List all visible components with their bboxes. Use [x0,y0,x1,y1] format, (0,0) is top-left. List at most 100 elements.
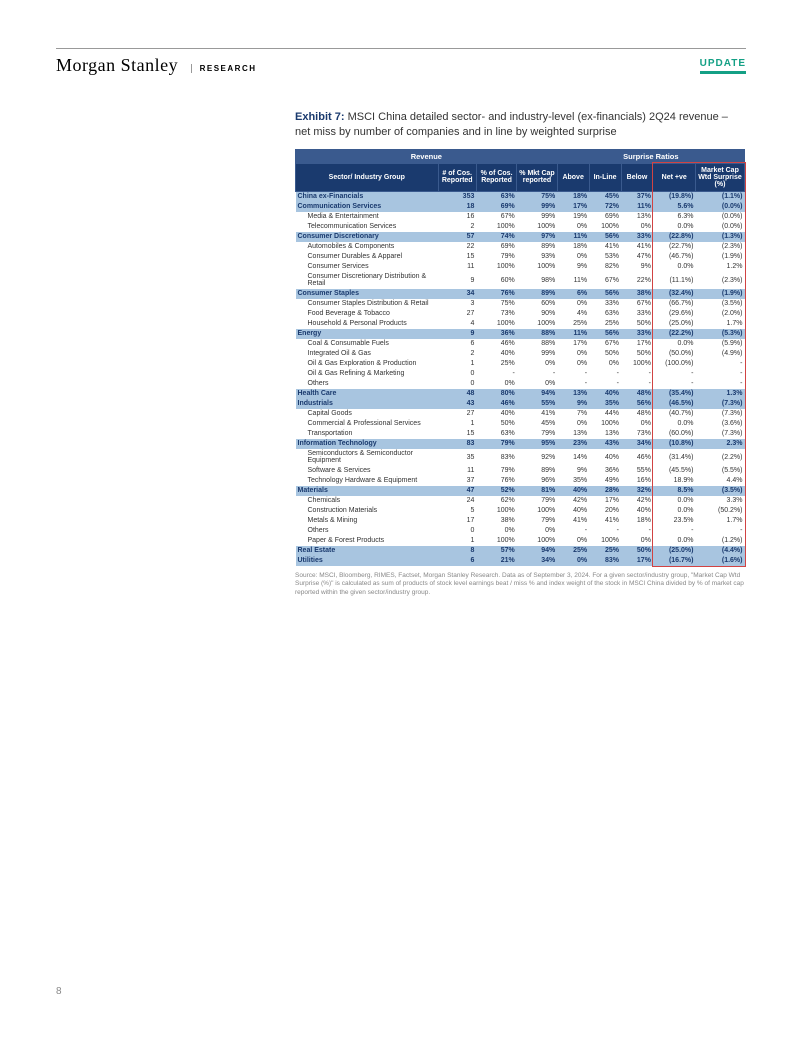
cell: 41% [517,409,557,419]
content-area: Exhibit 7: MSCI China detailed sector- a… [295,110,745,597]
cell: 33% [621,329,653,339]
table-row: Real Estate857%94%25%25%50%(25.0%)(4.4%) [296,546,745,556]
cell: - [695,359,744,369]
cell: (50.2%) [695,506,744,516]
cell: 40% [589,389,621,399]
cell: 0% [517,379,557,389]
cell: 17% [557,339,589,349]
revenue-group-header: Revenue [296,149,558,163]
table-row: Commercial & Professional Services150%45… [296,419,745,429]
logo-block: Morgan Stanley RESEARCH [56,55,257,76]
cell: 0.0% [653,506,696,516]
th-sector: Sector/ Industry Group [296,163,439,191]
cell: 14% [557,449,589,466]
cell: 0.0% [653,262,696,272]
cell: 36% [589,466,621,476]
surprise-group-header: Surprise Ratios [557,149,744,163]
cell: 40% [476,409,516,419]
cell: 69% [476,242,516,252]
cell: 37% [621,191,653,202]
th-cos-rep: # of Cos. Reported [438,163,476,191]
cell: (46.5%) [653,399,696,409]
cell: 1 [438,419,476,429]
cell: 50% [621,319,653,329]
cell: (22.7%) [653,242,696,252]
cell: 100% [517,536,557,546]
research-label: RESEARCH [191,64,257,73]
cell: 33% [621,309,653,319]
cell: 40% [621,506,653,516]
cell: 50% [476,419,516,429]
cell: 60% [517,299,557,309]
cell: 0% [557,536,589,546]
cell: 62% [476,496,516,506]
cell: 38% [621,289,653,299]
cell: 100% [589,222,621,232]
cell: 82% [589,262,621,272]
cell: 0% [589,359,621,369]
cell: (4.9%) [695,349,744,359]
cell: 56% [621,399,653,409]
table-row: Consumer Discretionary5774%97%11%56%33%(… [296,232,745,242]
table-row: Automobiles & Components2269%89%18%41%41… [296,242,745,252]
cell: 89% [517,466,557,476]
cell: 67% [589,339,621,349]
cell: 100% [589,419,621,429]
cell: - [476,369,516,379]
cell: 40% [476,349,516,359]
cell: (2.0%) [695,309,744,319]
cell: 6% [557,289,589,299]
cell: 79% [476,466,516,476]
cell: 9% [621,262,653,272]
cell: 0.0% [653,496,696,506]
cell: 1 [438,536,476,546]
cell: 37 [438,476,476,486]
cell: 22 [438,242,476,252]
row-name: Chemicals [296,496,439,506]
cell: 72% [589,202,621,212]
cell: 15 [438,429,476,439]
cell: 2 [438,222,476,232]
row-name: Telecommunication Services [296,222,439,232]
cell: 36% [476,329,516,339]
cell: 75% [517,191,557,202]
cell: 4 [438,319,476,329]
cell: 9 [438,272,476,289]
cell: 16% [621,476,653,486]
cell: 35 [438,449,476,466]
cell: 11% [557,232,589,242]
table-row: Telecommunication Services2100%100%0%100… [296,222,745,232]
row-name: Software & Services [296,466,439,476]
cell: - [557,379,589,389]
cell: 100% [476,222,516,232]
cell: 89% [517,289,557,299]
cell: 100% [476,319,516,329]
row-name: Automobiles & Components [296,242,439,252]
cell: 97% [517,232,557,242]
row-name: Consumer Durables & Apparel [296,252,439,262]
th-mkt-cap: % Mkt Cap reported [517,163,557,191]
row-name: Transportation [296,429,439,439]
table-row: Coal & Consumable Fuels646%88%17%67%17%0… [296,339,745,349]
cell: 79% [476,439,516,449]
cell: 46% [476,339,516,349]
table-row: Integrated Oil & Gas240%99%0%50%50%(50.0… [296,349,745,359]
cell: 1.2% [695,262,744,272]
table-row: Consumer Services11100%100%9%82%9%0.0%1.… [296,262,745,272]
cell: 32% [621,486,653,496]
cell: 25% [557,319,589,329]
row-name: Integrated Oil & Gas [296,349,439,359]
company-logo: Morgan Stanley [56,55,178,75]
cell: (3.6%) [695,419,744,429]
cell: 56% [589,232,621,242]
cell: 34% [517,556,557,566]
cell: (100.0%) [653,359,696,369]
cell: 41% [557,516,589,526]
cell: 41% [621,242,653,252]
cell: 18% [557,242,589,252]
cell: 6.3% [653,212,696,222]
cell: 100% [621,359,653,369]
cell: 17% [557,202,589,212]
row-name: Communication Services [296,202,439,212]
cell: 47% [621,252,653,262]
